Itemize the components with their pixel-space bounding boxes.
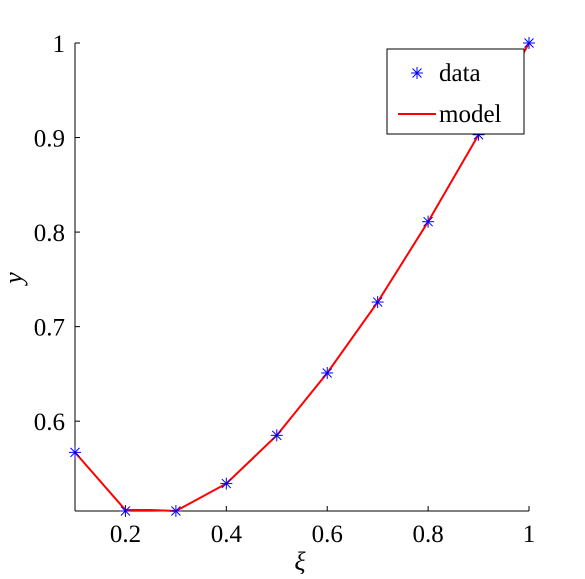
x-tick-label: 1	[523, 521, 536, 548]
x-tick-label: 0.6	[312, 521, 343, 548]
legend-box	[386, 48, 525, 135]
legend-label-model: model	[439, 101, 502, 128]
series-data-point	[169, 505, 182, 517]
series-data-point	[119, 505, 132, 517]
y-axis-label: y	[0, 272, 28, 287]
series-data-point	[69, 446, 81, 459]
series-data-point	[371, 296, 384, 309]
legend: data model	[386, 48, 525, 135]
series-data-point	[321, 366, 334, 379]
legend-label-data: data	[439, 60, 481, 87]
y-tick-label: 0.6	[34, 409, 65, 436]
series-data-point	[523, 37, 535, 49]
plot-markers	[69, 37, 535, 517]
y-tick-label: 0.8	[34, 220, 65, 247]
ticks: 0.2 0.4 0.6 0.8 1 0.6 0.7 0.8 0.9 1	[34, 31, 536, 548]
legend-swatch-data	[411, 67, 423, 79]
series-data-point	[422, 215, 435, 228]
y-tick-label: 1	[53, 31, 66, 58]
series-data-point	[220, 477, 233, 490]
x-tick-label: 0.4	[211, 521, 243, 548]
series-data-point	[270, 429, 283, 442]
x-tick-label: 0.8	[412, 521, 443, 548]
y-tick-label: 0.9	[34, 126, 65, 153]
y-tick-label: 0.7	[34, 315, 65, 342]
x-axis-label: ξ	[294, 547, 306, 574]
x-tick-label: 0.2	[110, 521, 141, 548]
